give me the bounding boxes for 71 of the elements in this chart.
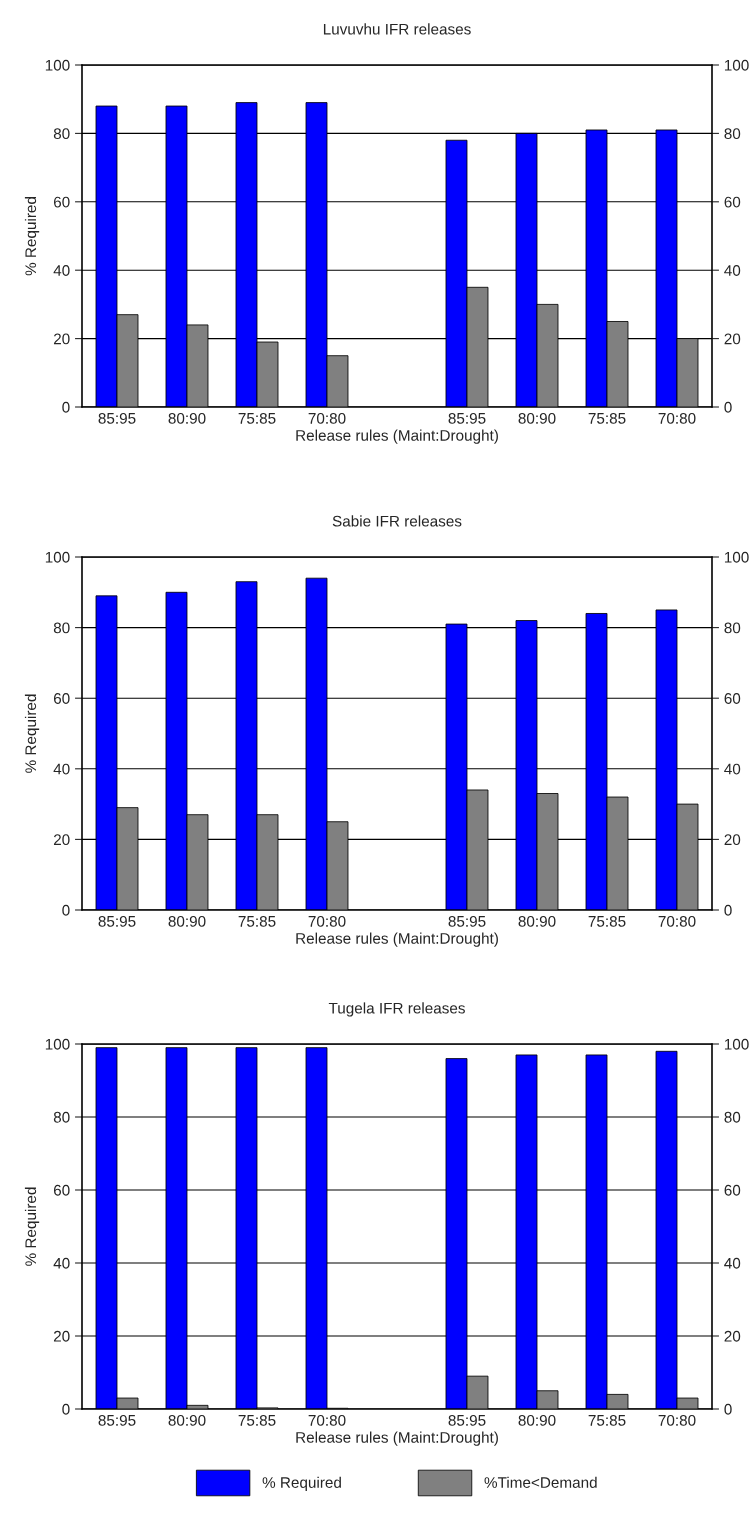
y2-tick-label: 100: [724, 1038, 749, 1050]
y2-tick-label: 20: [724, 333, 741, 345]
x-tick-label: 75:85: [238, 915, 276, 927]
y2-tick-label: 40: [724, 763, 741, 775]
y2-tick-label: 100: [724, 551, 749, 563]
y-tick-label: 60: [53, 1184, 70, 1196]
y2-tick-label: 0: [724, 904, 732, 916]
x-tick-label: 80:90: [168, 412, 206, 424]
legend-label: %Time<Demand: [484, 1476, 597, 1488]
y-tick-label: 40: [53, 763, 70, 775]
y-tick-label: 80: [53, 1111, 70, 1123]
x-tick-label: 80:90: [518, 915, 556, 927]
y2-tick-label: 0: [724, 401, 732, 413]
y2-tick-label: 100: [724, 59, 749, 71]
y-tick-label: 0: [62, 401, 70, 413]
x-tick-label: 85:95: [98, 915, 136, 927]
y-tick-label: 0: [62, 1403, 70, 1415]
y2-tick-label: 40: [724, 1257, 741, 1269]
y-tick-label: 100: [45, 551, 70, 563]
y-tick-label: 40: [53, 1257, 70, 1269]
y2-tick-label: 20: [724, 834, 741, 846]
y-tick-label: 80: [53, 622, 70, 634]
x-tick-label: 75:85: [588, 1414, 626, 1426]
y-tick-label: 20: [53, 834, 70, 846]
x-axis-title: Release rules (Maint:Drought): [296, 932, 498, 947]
x-tick-label: 75:85: [588, 412, 626, 424]
x-tick-label: 70:80: [658, 915, 696, 927]
x-tick-label: 80:90: [518, 1414, 556, 1426]
x-tick-label: 70:80: [308, 1414, 346, 1426]
y-tick-label: 100: [45, 1038, 70, 1050]
x-tick-label: 80:90: [518, 412, 556, 424]
y2-tick-label: 80: [724, 622, 741, 634]
y-tick-label: 40: [53, 265, 70, 276]
x-tick-label: 70:80: [308, 915, 346, 927]
y-tick-label: 20: [53, 333, 70, 345]
x-tick-label: 85:95: [448, 412, 486, 424]
x-tick-label: 75:85: [238, 1414, 276, 1426]
y-tick-label: 20: [53, 1330, 70, 1342]
x-tick-label: 70:80: [308, 412, 346, 424]
legend-label: % Required: [262, 1476, 341, 1491]
y-tick-label: 100: [45, 59, 70, 71]
y-axis-title: % Required: [24, 1187, 40, 1266]
y-tick-label: 80: [53, 128, 70, 140]
y2-tick-label: 20: [724, 1330, 741, 1342]
chart-title: Sabie IFR releases: [332, 515, 462, 527]
y2-tick-label: 60: [724, 693, 741, 704]
x-tick-label: 70:80: [658, 412, 696, 424]
x-tick-label: 85:95: [98, 1414, 136, 1426]
chart-title: Tugela IFR releases: [328, 1002, 465, 1017]
y2-tick-label: 0: [724, 1403, 732, 1415]
x-tick-label: 85:95: [448, 1414, 486, 1426]
chart-title: Luvuvhu IFR releases: [323, 23, 471, 35]
y-tick-label: 60: [53, 693, 70, 704]
x-tick-label: 85:95: [448, 915, 486, 927]
x-tick-label: 70:80: [658, 1414, 696, 1426]
y2-tick-label: 40: [724, 265, 741, 276]
x-tick-label: 80:90: [168, 1414, 206, 1426]
x-tick-label: 75:85: [588, 915, 626, 927]
x-axis-title: Release rules (Maint:Drought): [296, 1431, 498, 1446]
y-axis-title: % Required: [24, 197, 40, 276]
y2-tick-label: 60: [724, 196, 741, 208]
y-tick-label: 0: [62, 904, 70, 916]
y2-tick-label: 80: [724, 128, 741, 140]
x-axis-title: Release rules (Maint:Drought): [296, 429, 498, 444]
y-tick-label: 60: [53, 196, 70, 208]
y2-tick-label: 60: [724, 1184, 741, 1196]
x-tick-label: 80:90: [168, 915, 206, 927]
x-tick-label: 85:95: [98, 412, 136, 424]
y-axis-title: % Required: [24, 694, 40, 773]
x-tick-label: 75:85: [238, 412, 276, 424]
y2-tick-label: 80: [724, 1111, 741, 1123]
